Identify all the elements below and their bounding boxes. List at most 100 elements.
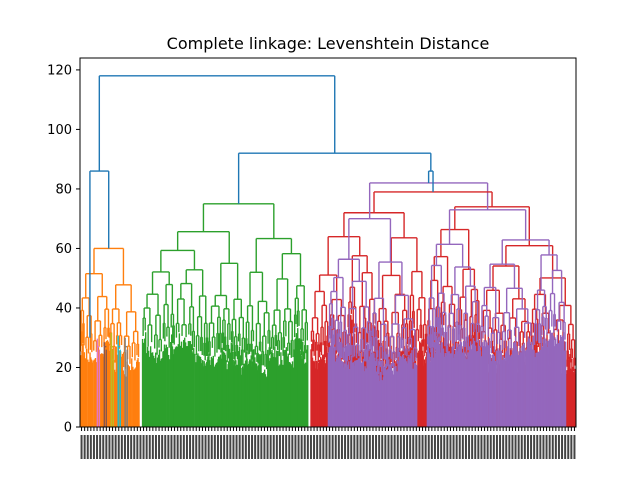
leaf-label-mark xyxy=(316,435,319,459)
leaf-label-mark xyxy=(229,435,232,459)
leaf-label-mark xyxy=(244,435,247,459)
leaf-label-mark xyxy=(421,435,424,459)
y-tick-label: 120 xyxy=(47,63,72,78)
leaf-label-mark xyxy=(189,435,192,459)
leaf-label-mark xyxy=(387,435,390,459)
leaf-label-mark xyxy=(204,435,207,459)
leaf-label-mark xyxy=(511,435,514,459)
leaf-label-mark xyxy=(216,435,219,459)
leaf-label-mark xyxy=(251,435,254,459)
leaf-label-mark xyxy=(266,435,269,459)
leaf-label-mark xyxy=(275,435,278,459)
leaf-label-mark xyxy=(368,435,371,459)
leaf-label-mark xyxy=(514,435,517,459)
leaf-label-mark xyxy=(272,435,275,459)
y-tick-label: 0 xyxy=(64,421,72,436)
leaf-label-mark xyxy=(474,435,477,459)
leaf-label-mark xyxy=(142,435,145,459)
leaf-label-mark xyxy=(551,435,554,459)
leaf-label-mark xyxy=(347,435,350,459)
leaf-label-mark xyxy=(545,435,548,459)
leaf-label-mark xyxy=(170,435,173,459)
leaf-label-mark xyxy=(322,435,325,459)
leaf-label-mark xyxy=(455,435,458,459)
leaf-label-mark xyxy=(359,435,362,459)
leaf-label-mark xyxy=(567,435,570,459)
leaf-label-mark xyxy=(520,435,523,459)
leaf-label-mark xyxy=(102,435,105,459)
leaf-label-mark xyxy=(127,435,130,459)
leaf-label-mark xyxy=(207,435,210,459)
leaf-label-mark xyxy=(483,435,486,459)
leaf-label-mark xyxy=(412,435,415,459)
leaf-label-mark xyxy=(499,435,502,459)
leaf-label-mark xyxy=(564,435,567,459)
leaf-label-mark xyxy=(260,435,263,459)
leaf-label-mark xyxy=(319,435,322,459)
leaf-label-mark xyxy=(173,435,176,459)
leaf-label-mark xyxy=(306,435,309,459)
leaf-labels xyxy=(80,427,576,459)
leaf-label-mark xyxy=(523,435,526,459)
leaf-label-mark xyxy=(179,435,182,459)
leaf-label-mark xyxy=(517,435,520,459)
leaf-label-mark xyxy=(223,435,226,459)
leaf-label-mark xyxy=(176,435,179,459)
leaf-label-mark xyxy=(415,435,418,459)
leaf-label-mark xyxy=(573,435,576,459)
leaf-label-mark xyxy=(390,435,393,459)
leaf-label-mark xyxy=(350,435,353,459)
leaf-label-mark xyxy=(282,435,285,459)
leaf-label-mark xyxy=(437,435,440,459)
leaf-label-mark xyxy=(151,435,154,459)
leaf-label-mark xyxy=(508,435,511,459)
leaf-label-mark xyxy=(486,435,489,459)
leaf-label-mark xyxy=(114,435,117,459)
leaf-label-mark xyxy=(443,435,446,459)
dendrogram-links xyxy=(79,75,577,427)
leaf-label-mark xyxy=(449,435,452,459)
leaf-label-mark xyxy=(557,435,560,459)
leaf-label-mark xyxy=(139,435,142,459)
leaf-label-mark xyxy=(220,435,223,459)
leaf-label-mark xyxy=(446,435,449,459)
y-tick-label: 40 xyxy=(55,301,72,316)
leaf-label-mark xyxy=(294,435,297,459)
leaf-label-mark xyxy=(492,435,495,459)
leaf-label-mark xyxy=(337,435,340,459)
leaf-label-mark xyxy=(418,435,421,459)
leaf-label-mark xyxy=(117,435,120,459)
leaf-label-mark xyxy=(198,435,201,459)
leaf-label-mark xyxy=(331,435,334,459)
leaf-label-mark xyxy=(461,435,464,459)
leaf-label-mark xyxy=(353,435,356,459)
leaf-label-mark xyxy=(201,435,204,459)
leaf-label-mark xyxy=(123,435,126,459)
leaf-label-mark xyxy=(458,435,461,459)
leaf-label-mark xyxy=(167,435,170,459)
leaf-label-mark xyxy=(80,435,83,459)
leaf-label-mark xyxy=(356,435,359,459)
leaf-label-mark xyxy=(213,435,216,459)
leaf-label-mark xyxy=(288,435,291,459)
y-axis: 0 20 40 60 80 100 120 xyxy=(47,63,80,436)
leaf-label-mark xyxy=(542,435,545,459)
leaf-label-mark xyxy=(452,435,455,459)
leaf-label-mark xyxy=(427,435,430,459)
leaf-label-mark xyxy=(105,435,108,459)
leaf-label-mark xyxy=(393,435,396,459)
leaf-label-mark xyxy=(489,435,492,459)
leaf-label-mark xyxy=(313,435,316,459)
y-tick-label: 100 xyxy=(47,123,72,138)
leaf-label-mark xyxy=(554,435,557,459)
leaf-label-mark xyxy=(232,435,235,459)
leaf-label-mark xyxy=(285,435,288,459)
leaf-label-mark xyxy=(185,435,188,459)
leaf-label-mark xyxy=(111,435,114,459)
leaf-label-mark xyxy=(108,435,111,459)
leaf-label-mark xyxy=(406,435,409,459)
leaf-label-mark xyxy=(133,435,136,459)
leaf-label-mark xyxy=(278,435,281,459)
leaf-label-mark xyxy=(96,435,99,459)
